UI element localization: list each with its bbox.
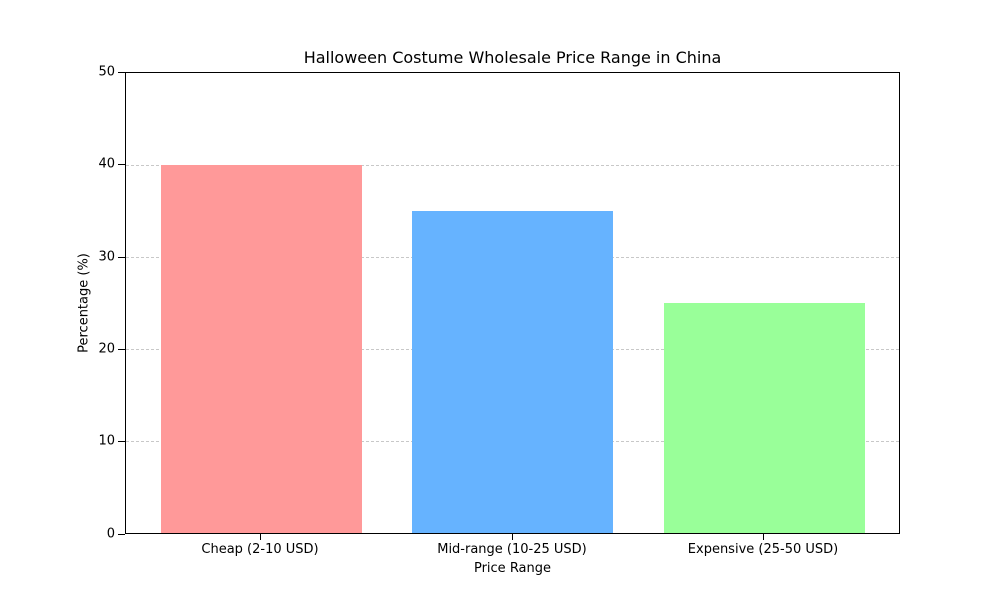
- xtick: [512, 534, 513, 540]
- x-axis-title: Price Range: [473, 561, 552, 576]
- gridline-40: [126, 165, 899, 166]
- ytick-10: [118, 441, 125, 442]
- ytick-40: [118, 164, 125, 165]
- ytick-50: [118, 72, 125, 73]
- ytick-label: 10: [98, 433, 115, 449]
- xtick-label-cheap: Cheap (2-10 USD): [201, 542, 319, 557]
- ytick-label: 0: [106, 526, 115, 542]
- ytick-label: 20: [98, 341, 115, 357]
- y-axis-title: Percentage (%): [76, 253, 92, 353]
- bar-cheap: [161, 165, 362, 533]
- ytick-label: 40: [98, 156, 115, 172]
- plot-area: [125, 72, 900, 534]
- ytick-0: [118, 534, 125, 535]
- xtick: [763, 534, 764, 540]
- bar-expensive: [664, 303, 865, 533]
- ytick-label: 30: [98, 249, 115, 265]
- bar-mid-range: [412, 211, 613, 533]
- ytick-label: 50: [98, 64, 115, 80]
- chart-title: Halloween Costume Wholesale Price Range …: [303, 48, 722, 67]
- ytick-30: [118, 257, 125, 258]
- ytick-20: [118, 349, 125, 350]
- xtick-label-expensive: Expensive (25-50 USD): [687, 542, 839, 557]
- xtick-label-mid-range: Mid-range (10-25 USD): [437, 542, 587, 557]
- xtick: [260, 534, 261, 540]
